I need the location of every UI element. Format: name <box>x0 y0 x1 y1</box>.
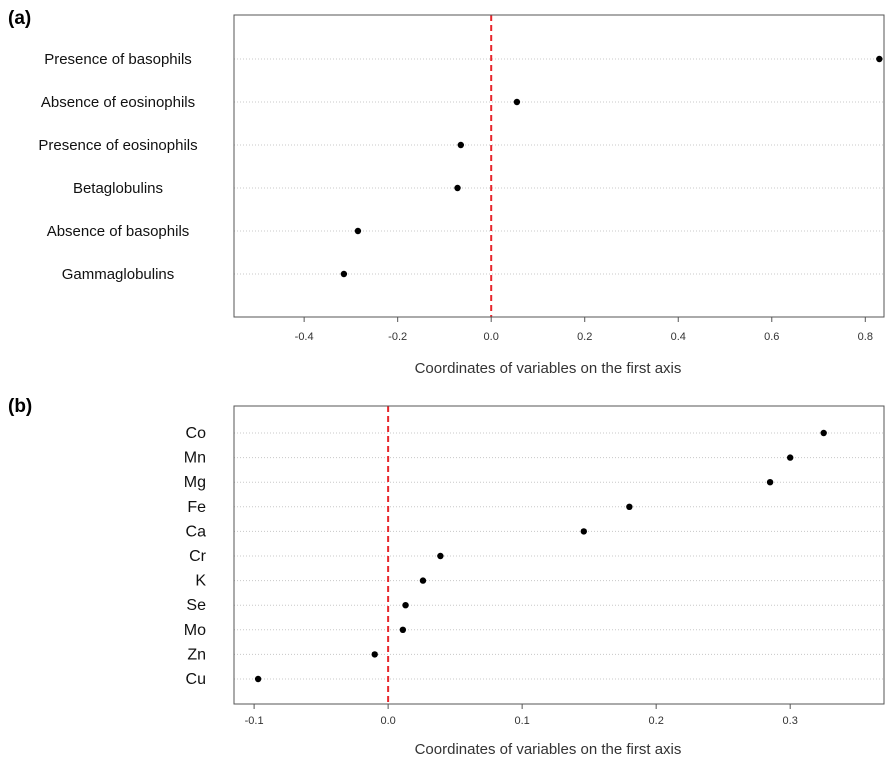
data-point <box>254 675 262 683</box>
x-tick-label: -0.1 <box>245 715 264 727</box>
data-point <box>457 141 464 149</box>
data-point <box>340 270 348 278</box>
category-label: Se <box>186 597 206 614</box>
x-tick-label: 0.0 <box>484 331 499 343</box>
x-tick-label: 0.0 <box>380 715 395 727</box>
panel-a-x-axis-label: Coordinates of variables on the first ax… <box>415 360 682 377</box>
x-tick-label: 0.1 <box>514 715 529 727</box>
x-tick-label: 0.6 <box>764 331 779 343</box>
x-tick-label: 0.2 <box>577 331 592 343</box>
data-point <box>513 98 521 106</box>
panel-b-plot-frame <box>233 405 885 705</box>
data-point <box>437 552 444 560</box>
data-point <box>626 503 633 510</box>
data-point <box>402 602 409 609</box>
panel-b-x-axis-label: Coordinates of variables on the first ax… <box>415 741 682 758</box>
panel-b-gridlines <box>234 432 884 680</box>
x-tick-label: -0.2 <box>388 331 407 343</box>
panel-a: (a) Presence of basophils Absence of eosi… <box>8 8 885 377</box>
data-point <box>354 227 362 235</box>
category-label: Mn <box>184 450 206 467</box>
panel-a-label: (a) <box>8 8 31 29</box>
x-tick-label: -0.4 <box>295 331 314 343</box>
data-point <box>766 479 774 486</box>
x-tick-label: 0.8 <box>858 331 873 343</box>
panel-a-x-ticks: -0.4 -0.2 0.0 0.2 0.4 0.6 0.8 <box>295 317 873 343</box>
panel-b-category-labels: Co Mn Mg Fe Ca Cr K Se Mo Zn Cu <box>184 425 207 688</box>
panel-b-points <box>254 429 827 683</box>
data-point <box>399 626 407 633</box>
category-label: Cu <box>186 671 206 688</box>
panel-a-points <box>340 55 883 278</box>
category-label: Presence of eosinophils <box>38 137 197 154</box>
category-label: Mg <box>184 474 206 491</box>
panel-a-category-labels: Presence of basophils Absence of eosinoph… <box>38 51 197 283</box>
category-label: Absence of eosinophils <box>41 94 195 111</box>
data-point <box>820 429 827 437</box>
data-point <box>786 454 794 461</box>
category-label: Gammaglobulins <box>62 266 175 283</box>
data-point <box>580 528 587 535</box>
category-label: Betaglobulins <box>73 180 163 197</box>
category-label: Fe <box>187 499 206 516</box>
category-label: K <box>195 573 206 590</box>
panel-b-label: (b) <box>8 396 32 417</box>
x-tick-label: 0.3 <box>783 715 798 727</box>
panel-b-x-ticks: -0.1 0.0 0.1 0.2 0.3 <box>245 704 798 727</box>
data-point <box>454 184 461 192</box>
panel-a-gridlines <box>234 58 884 275</box>
x-tick-label: 0.4 <box>671 331 686 343</box>
data-point <box>876 55 883 63</box>
panel-b: (b) Co Mn Mg Fe Ca Cr K Se Mo Zn Cu -0.1 0.0 0.1 0.2 0… <box>8 396 885 758</box>
category-label: Ca <box>186 523 207 540</box>
category-label: Presence of basophils <box>44 51 192 68</box>
data-point <box>419 577 427 584</box>
category-label: Zn <box>187 646 206 663</box>
panel-a-plot-frame <box>233 14 885 318</box>
category-label: Absence of basophils <box>47 223 190 240</box>
data-point <box>371 651 378 658</box>
category-label: Mo <box>184 622 206 639</box>
category-label: Cr <box>189 548 207 565</box>
category-label: Co <box>186 425 207 442</box>
x-tick-label: 0.2 <box>649 715 664 727</box>
